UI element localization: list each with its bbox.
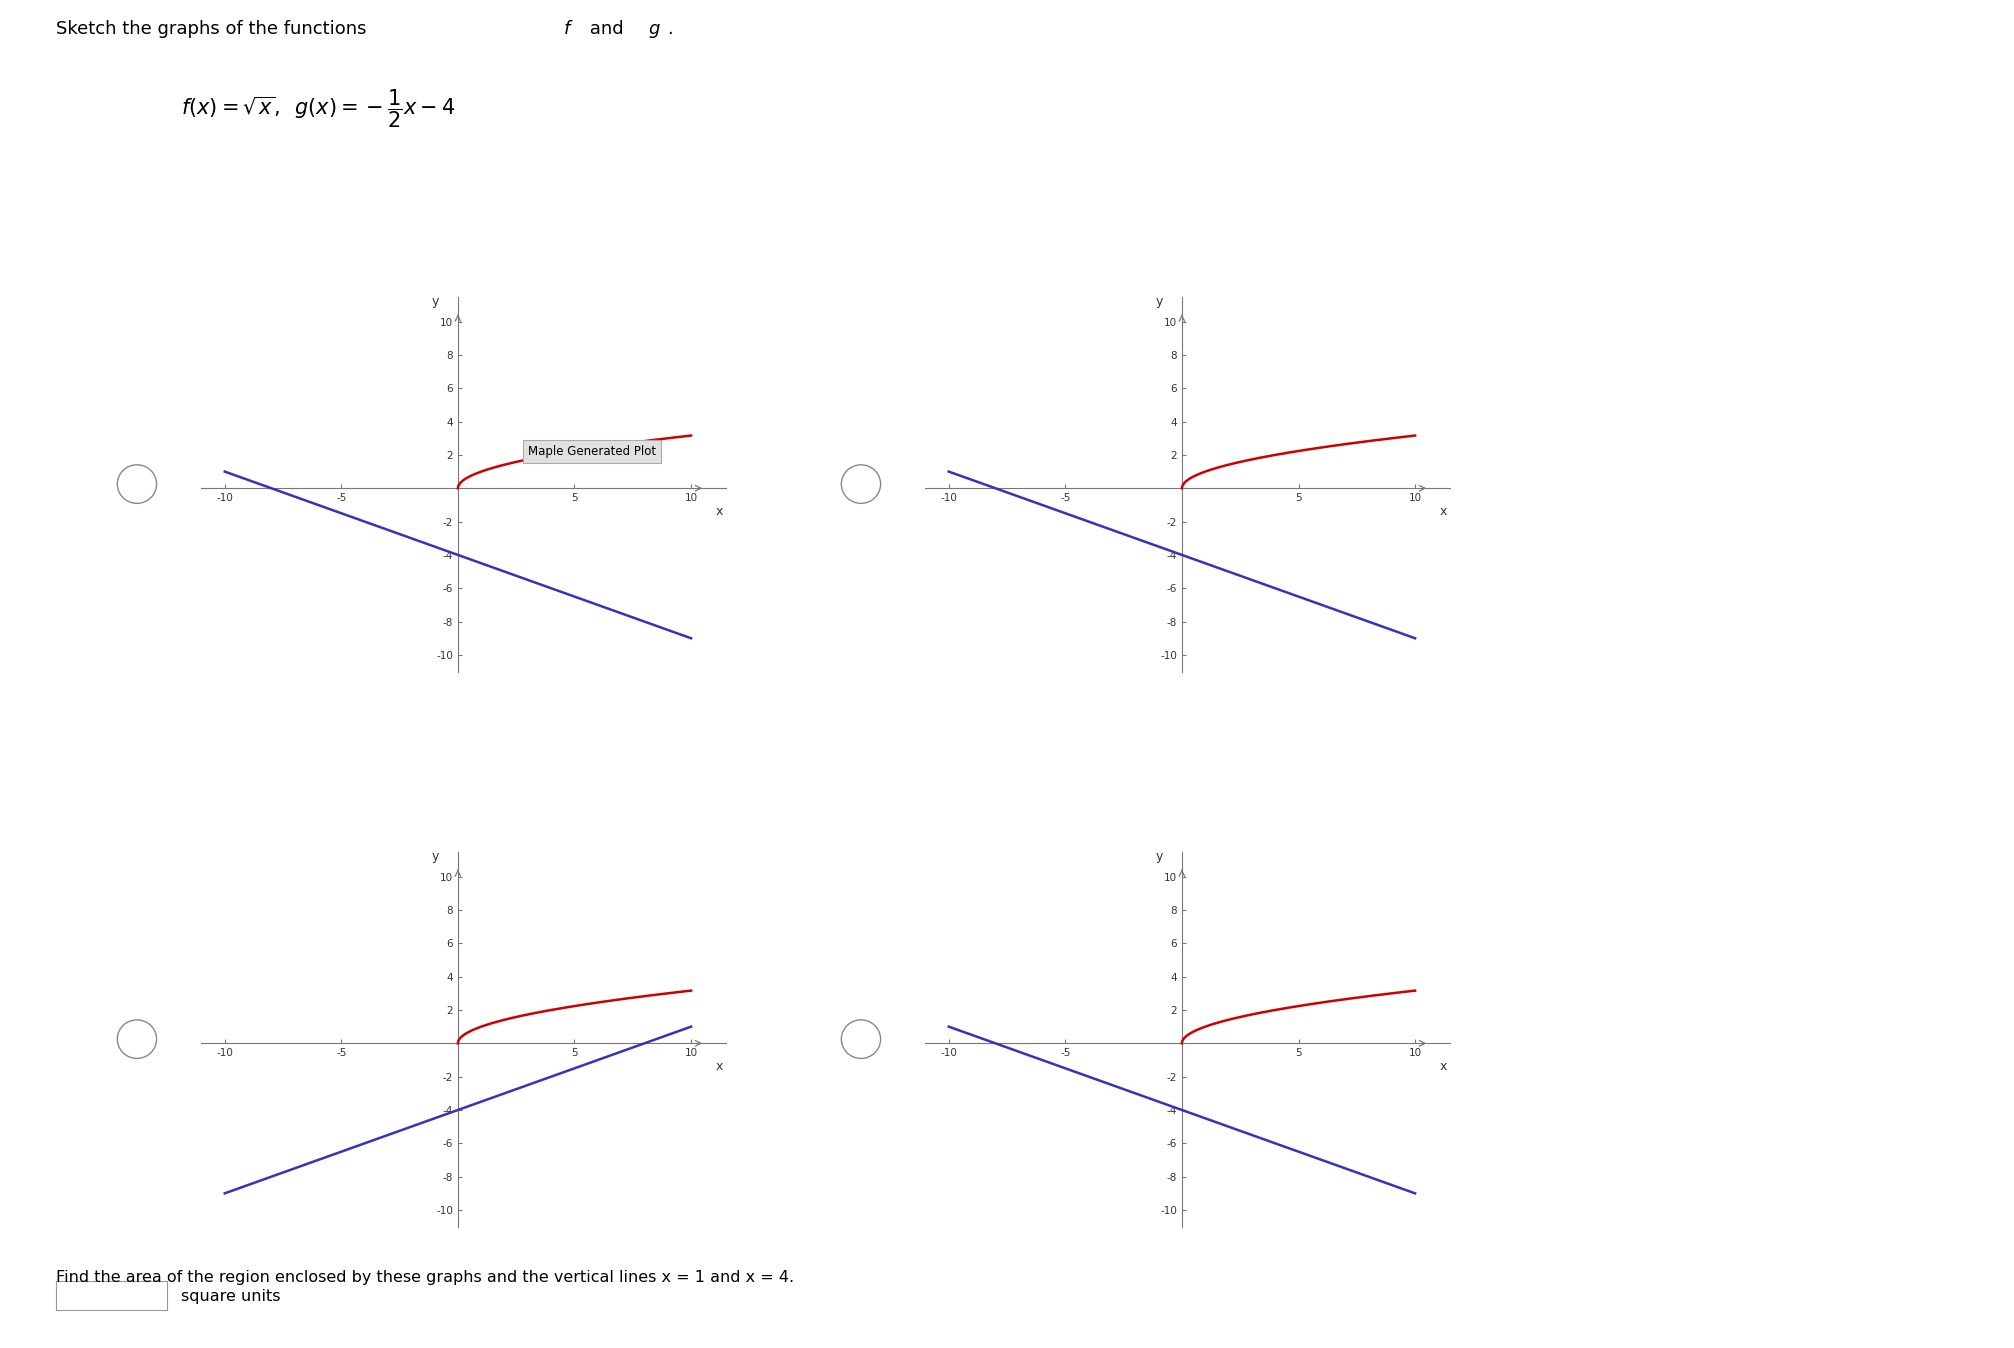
Text: y: y — [431, 851, 439, 863]
Text: .: . — [667, 20, 673, 38]
Text: x: x — [715, 1060, 723, 1073]
Text: Find the area of the region enclosed by these graphs and the vertical lines x = : Find the area of the region enclosed by … — [56, 1270, 794, 1285]
Text: y: y — [1156, 295, 1164, 309]
Text: square units: square units — [181, 1289, 280, 1305]
Text: f: f — [564, 20, 570, 38]
Text: and: and — [584, 20, 630, 38]
Text: y: y — [431, 295, 439, 309]
Text: y: y — [1156, 851, 1164, 863]
Text: x: x — [1440, 1060, 1446, 1073]
Text: x: x — [1440, 506, 1446, 518]
Text: x: x — [715, 506, 723, 518]
Text: Sketch the graphs of the functions: Sketch the graphs of the functions — [56, 20, 373, 38]
Text: Maple Generated Plot: Maple Generated Plot — [528, 445, 657, 458]
Text: g: g — [649, 20, 661, 38]
Text: $f(x) = \sqrt{x},\enspace g(x) = -\dfrac{1}{2}x - 4$: $f(x) = \sqrt{x},\enspace g(x) = -\dfrac… — [181, 88, 455, 131]
